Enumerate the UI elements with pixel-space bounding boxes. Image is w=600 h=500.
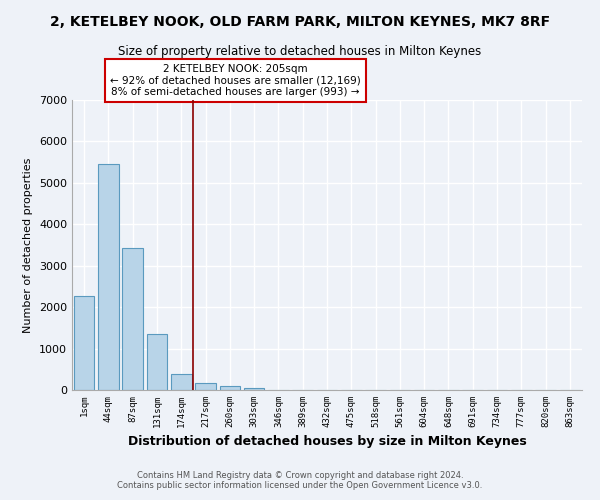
Text: Size of property relative to detached houses in Milton Keynes: Size of property relative to detached ho… bbox=[118, 45, 482, 58]
Bar bbox=[195, 383, 216, 390]
Y-axis label: Number of detached properties: Number of detached properties bbox=[23, 158, 34, 332]
X-axis label: Distribution of detached houses by size in Milton Keynes: Distribution of detached houses by size … bbox=[128, 436, 526, 448]
Bar bbox=[98, 164, 119, 390]
Text: 2 KETELBEY NOOK: 205sqm
← 92% of detached houses are smaller (12,169)
8% of semi: 2 KETELBEY NOOK: 205sqm ← 92% of detache… bbox=[110, 64, 361, 97]
Bar bbox=[74, 296, 94, 390]
Bar bbox=[244, 388, 265, 390]
Bar bbox=[146, 334, 167, 390]
Text: Contains HM Land Registry data © Crown copyright and database right 2024.
Contai: Contains HM Land Registry data © Crown c… bbox=[118, 470, 482, 490]
Bar bbox=[220, 386, 240, 390]
Bar bbox=[122, 248, 143, 390]
Bar bbox=[171, 374, 191, 390]
Text: 2, KETELBEY NOOK, OLD FARM PARK, MILTON KEYNES, MK7 8RF: 2, KETELBEY NOOK, OLD FARM PARK, MILTON … bbox=[50, 15, 550, 29]
